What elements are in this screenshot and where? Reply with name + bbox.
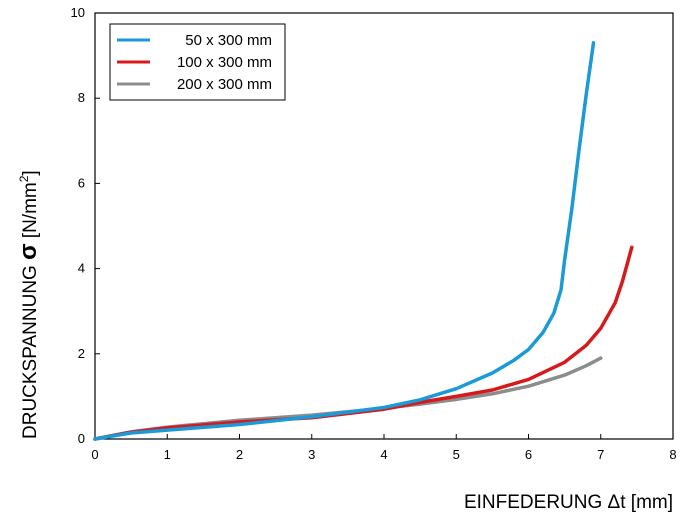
series-line <box>93 245 634 441</box>
x-axis-ticks: 0 1 2 3 4 5 6 7 8 <box>91 434 677 462</box>
x-tick-label: 4 <box>380 447 387 462</box>
x-tick-label: 8 <box>669 447 676 462</box>
x-tick-label: 5 <box>453 447 460 462</box>
series-line <box>93 41 596 441</box>
series-lines <box>93 41 634 441</box>
x-tick-label: 7 <box>597 447 604 462</box>
x-tick-label: 3 <box>308 447 315 462</box>
legend: 50 x 300 mm 100 x 300 mm 200 x 300 mm <box>109 23 286 101</box>
x-tick-label: 0 <box>91 447 98 462</box>
y-tick-label: 2 <box>78 346 85 361</box>
y-axis-label: DRUCKSPANNUNG σ [N/mm2] <box>15 170 42 439</box>
y-tick-label: 0 <box>78 431 85 446</box>
x-tick-label: 1 <box>164 447 171 462</box>
legend-label: 50 x 300 mm <box>185 32 272 49</box>
x-tick-label: 2 <box>236 447 243 462</box>
legend-label: 200 x 300 mm <box>177 76 272 93</box>
y-tick-label: 10 <box>71 5 85 20</box>
sigma-symbol: σ <box>15 243 42 259</box>
legend-label: 100 x 300 mm <box>177 54 272 71</box>
y-tick-label: 6 <box>78 175 85 190</box>
x-axis-label: EINFEDERUNG Δt [mm] <box>464 492 673 513</box>
y-tick-label: 8 <box>78 90 85 105</box>
y-axis-ticks: 0 2 4 6 8 10 <box>71 5 100 446</box>
x-tick-label: 6 <box>525 447 532 462</box>
y-tick-label: 4 <box>78 261 85 276</box>
